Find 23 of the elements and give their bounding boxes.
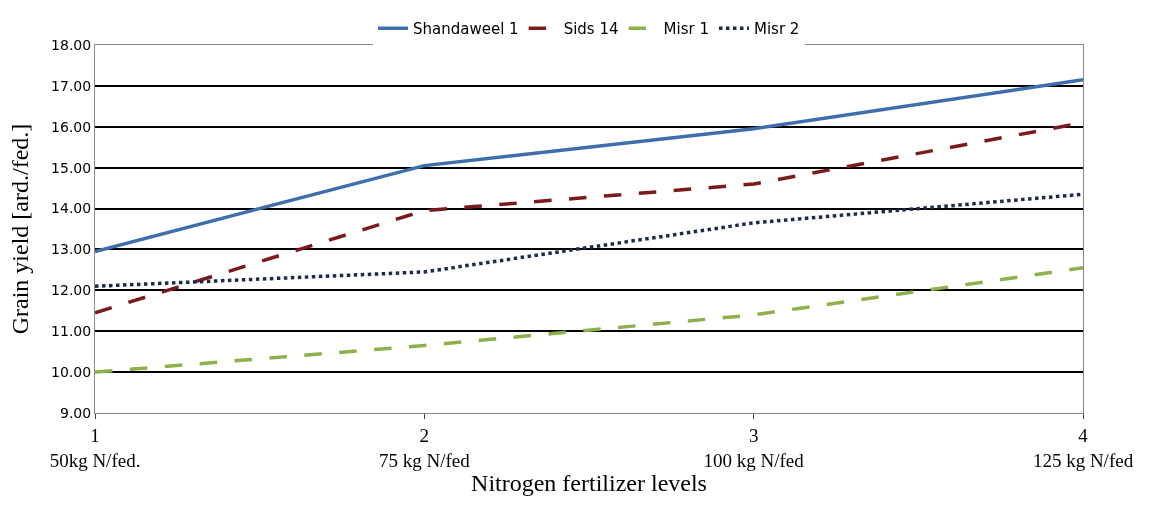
y-tick-label: 16.00 [51, 118, 92, 135]
y-tick-label: 18.00 [51, 36, 92, 53]
y-tick-label: 14.00 [51, 200, 92, 217]
x-tick-label: 3 100 kg N/fed [703, 424, 805, 471]
y-tick-label: 15.00 [51, 159, 92, 176]
x-tick-label: 4 125 kg N/fed [1032, 424, 1134, 471]
y-tick-label: 11.00 [51, 323, 92, 340]
x-tick-label: 2 75 kg N/fed [378, 424, 471, 471]
line-series [95, 78, 1083, 254]
y-tick-label: 13.00 [51, 241, 92, 258]
y-tick-label: 9.00 [60, 404, 92, 421]
legend-label: Misr 1 [663, 20, 709, 39]
y-tick-label: 10.00 [51, 364, 92, 381]
legend-label: Sids 14 [563, 20, 619, 39]
y-tick-label: 17.00 [51, 77, 92, 94]
y-tick-label: 12.00 [51, 282, 92, 299]
legend-label: Misr 2 [753, 20, 800, 39]
line-series [95, 266, 1083, 374]
x-axis-title: Nitrogen fertilizer levels [471, 470, 707, 497]
line-series [95, 192, 1083, 288]
legend-label: Shandaweel 1 [413, 20, 519, 39]
y-axis-title: Grain yield [ard./fed.] [7, 123, 34, 335]
x-tick-label: 1 50kg N/fed. [49, 424, 141, 471]
